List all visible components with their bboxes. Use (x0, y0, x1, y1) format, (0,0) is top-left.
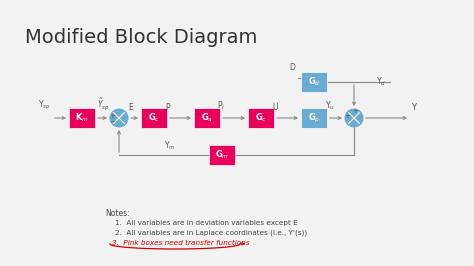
Text: −: − (109, 119, 115, 125)
Text: G$_c$: G$_c$ (255, 112, 267, 124)
FancyBboxPatch shape (301, 108, 327, 128)
FancyBboxPatch shape (209, 145, 235, 165)
Text: U: U (272, 103, 278, 112)
FancyBboxPatch shape (194, 108, 220, 128)
FancyBboxPatch shape (248, 108, 274, 128)
Text: Modified Block Diagram: Modified Block Diagram (25, 28, 257, 47)
Text: Y$_d$: Y$_d$ (376, 76, 386, 88)
Text: G$_m$: G$_m$ (215, 149, 229, 161)
Text: +: + (352, 108, 358, 114)
Text: P: P (166, 103, 170, 112)
Text: D: D (289, 63, 295, 72)
Text: K$_m$: K$_m$ (75, 112, 89, 124)
Text: 1.  All variables are in deviation variables except E: 1. All variables are in deviation variab… (115, 220, 298, 226)
Text: G$_c$: G$_c$ (148, 112, 160, 124)
FancyBboxPatch shape (69, 108, 95, 128)
Text: Y: Y (411, 103, 417, 112)
Text: Y$_{sp}$: Y$_{sp}$ (37, 99, 50, 112)
Text: 3.  Pink boxes need transfer functions: 3. Pink boxes need transfer functions (112, 240, 249, 246)
Text: E: E (128, 103, 133, 112)
Text: Y$_u$: Y$_u$ (325, 99, 335, 112)
Text: G$_p$: G$_p$ (308, 111, 320, 124)
Text: $\tilde{Y}_{sp}$: $\tilde{Y}_{sp}$ (97, 96, 109, 112)
FancyBboxPatch shape (301, 72, 327, 92)
Text: G$_a$: G$_a$ (201, 112, 213, 124)
FancyBboxPatch shape (141, 108, 167, 128)
Circle shape (110, 109, 128, 127)
Circle shape (345, 109, 363, 127)
Text: 2.  All variables are in Laplace coordinates (i.e., Y'(s)): 2. All variables are in Laplace coordina… (115, 230, 307, 236)
Text: Notes:: Notes: (105, 209, 129, 218)
Text: G$_d$: G$_d$ (308, 76, 320, 88)
Text: +: + (109, 113, 115, 119)
Text: P$_I$: P$_I$ (217, 99, 225, 112)
Text: Y$_m$: Y$_m$ (164, 139, 176, 152)
Text: +: + (344, 113, 350, 119)
